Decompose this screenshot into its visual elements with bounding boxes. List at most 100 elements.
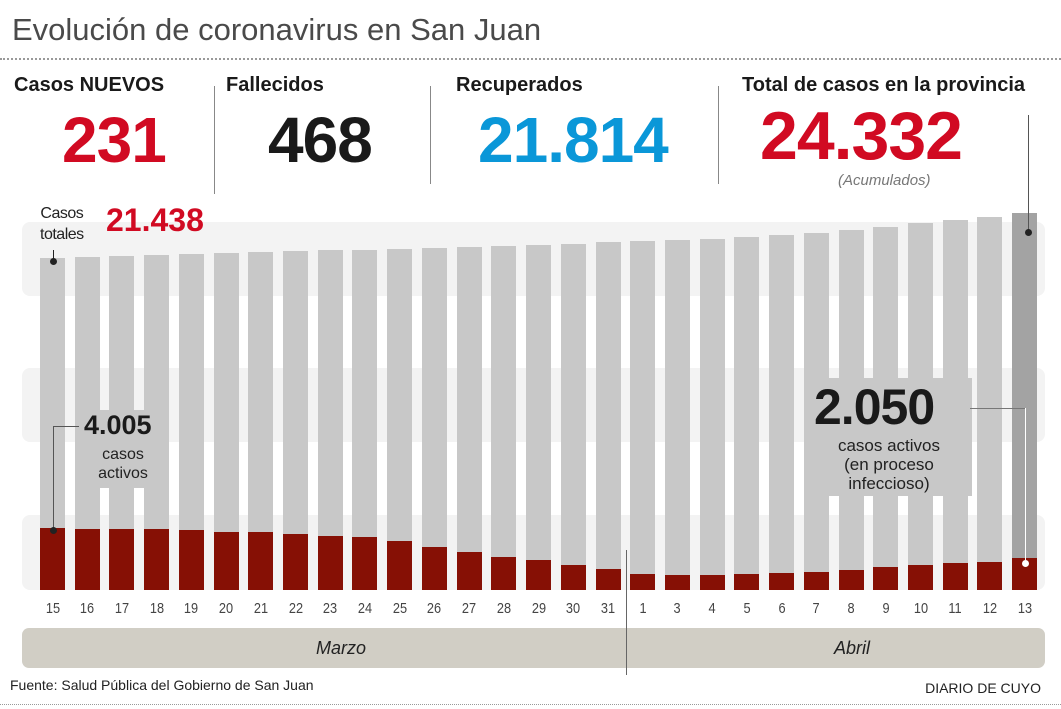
bar-total-28	[491, 245, 517, 590]
bar-active-1	[630, 574, 656, 590]
connector-line	[53, 426, 79, 427]
connector-line	[53, 250, 54, 260]
x-tick-label: 22	[288, 600, 303, 617]
bar-total-22	[283, 250, 309, 590]
start-total-label-line: totales	[40, 226, 84, 243]
bar-active-15	[40, 527, 65, 590]
x-tick-label: 16	[80, 600, 95, 617]
month-label-abril: Abril	[834, 638, 871, 658]
brand-label: DIARIO DE CUYO	[925, 680, 1041, 696]
stat-recovered-value: 21.814	[478, 104, 669, 176]
x-tick-label: 20	[219, 600, 234, 617]
bar-total-3	[664, 239, 690, 590]
bar-total-6	[769, 234, 795, 590]
x-tick-label: 3	[673, 600, 681, 617]
bar-total-13	[1012, 213, 1038, 590]
stat-total-value: 24.332	[760, 98, 963, 174]
start-active-value: 4.005	[84, 410, 152, 440]
bar-total-27	[456, 246, 482, 590]
bar-total-4	[699, 238, 725, 590]
stat-recovered-label: Recuperados	[456, 74, 583, 96]
marker-dot	[1025, 229, 1032, 236]
marker-dot	[50, 527, 57, 534]
stat-new-value: 231	[62, 104, 167, 176]
bar-active-28	[491, 556, 517, 590]
end-active-label: casos activos (en proceso infeccioso)	[806, 436, 972, 493]
x-tick-label: 9	[882, 600, 890, 617]
separator	[214, 86, 215, 194]
x-tick-label: 1	[639, 600, 647, 617]
start-active-label-line: casos	[102, 446, 144, 463]
bar-total-12	[977, 216, 1003, 590]
x-tick-label: 31	[600, 600, 616, 617]
bar-active-17	[109, 528, 135, 590]
stat-total-note: (Acumulados)	[838, 172, 931, 189]
x-tick-label: 21	[253, 600, 268, 617]
label-background	[80, 410, 164, 488]
bar-active-8	[838, 570, 864, 590]
connector-line	[1025, 408, 1026, 560]
stat-new-label: Casos NUEVOS	[14, 74, 165, 96]
bar-active-6	[769, 572, 795, 590]
x-tick-label: 24	[357, 600, 373, 617]
bar-total-26	[421, 247, 447, 590]
stat-deaths-label: Fallecidos	[226, 74, 324, 96]
bar-total-29	[526, 244, 552, 590]
bar-total-1	[630, 240, 656, 590]
bar-total-24	[352, 249, 378, 590]
month-label-marzo: Marzo	[316, 638, 367, 658]
source-note: Fuente: Salud Pública del Gobierno de Sa…	[10, 677, 314, 693]
month-band	[22, 628, 1045, 668]
bar-active-5	[734, 574, 760, 590]
x-tick-label: 29	[531, 600, 546, 617]
marker-dot	[50, 258, 57, 265]
bar-active-22	[283, 533, 309, 590]
divider	[0, 58, 1061, 60]
x-tick-label: 17	[114, 600, 130, 617]
bar-total-30	[560, 243, 586, 590]
connector-line	[53, 426, 54, 530]
x-tick-label: 27	[462, 600, 477, 617]
divider	[0, 704, 1061, 705]
connector-line	[970, 408, 1026, 409]
separator	[718, 86, 719, 184]
bar-total-31	[595, 241, 621, 590]
bar-active-10	[908, 564, 933, 590]
end-active-label-line: casos activos	[837, 436, 941, 455]
bar-active-29	[526, 559, 552, 590]
x-tick-label: 18	[149, 600, 164, 617]
bar-active-18	[144, 528, 170, 590]
start-active-label: casos activos	[84, 445, 162, 483]
stat-total-label: Total de casos en la provincia	[742, 74, 1026, 96]
bar-active-21	[248, 531, 274, 590]
x-tick-label: 11	[948, 600, 962, 617]
x-tick-label: 5	[743, 600, 751, 617]
bar-active-23	[317, 535, 343, 590]
bar-active-27	[456, 552, 482, 590]
x-tick-label: 23	[323, 600, 338, 617]
bar-active-20	[213, 531, 239, 590]
bar-active-24	[352, 537, 378, 590]
month-divider	[626, 550, 627, 675]
x-tick-label: 10	[913, 600, 928, 617]
bar-active-16	[74, 528, 100, 590]
x-tick-label: 28	[496, 600, 511, 617]
bar-active-25	[387, 540, 413, 590]
separator	[430, 86, 431, 184]
bar-active-3	[664, 574, 690, 590]
x-tick-label: 15	[45, 600, 60, 617]
bar-total-25	[387, 248, 413, 590]
x-tick-label: 4	[708, 600, 716, 617]
stat-deaths-value: 468	[268, 104, 373, 176]
bar-total-23	[317, 249, 343, 590]
marker-dot	[1022, 560, 1029, 567]
bar-active-4	[699, 574, 725, 590]
x-tick-label: 26	[427, 600, 442, 617]
bar-active-26	[421, 546, 447, 590]
connector-line	[1028, 115, 1029, 233]
bar-total-5	[734, 236, 760, 590]
x-tick-label: 25	[392, 600, 407, 617]
bar-active-9	[873, 566, 899, 590]
end-active-label-line: infeccioso)	[848, 474, 930, 493]
